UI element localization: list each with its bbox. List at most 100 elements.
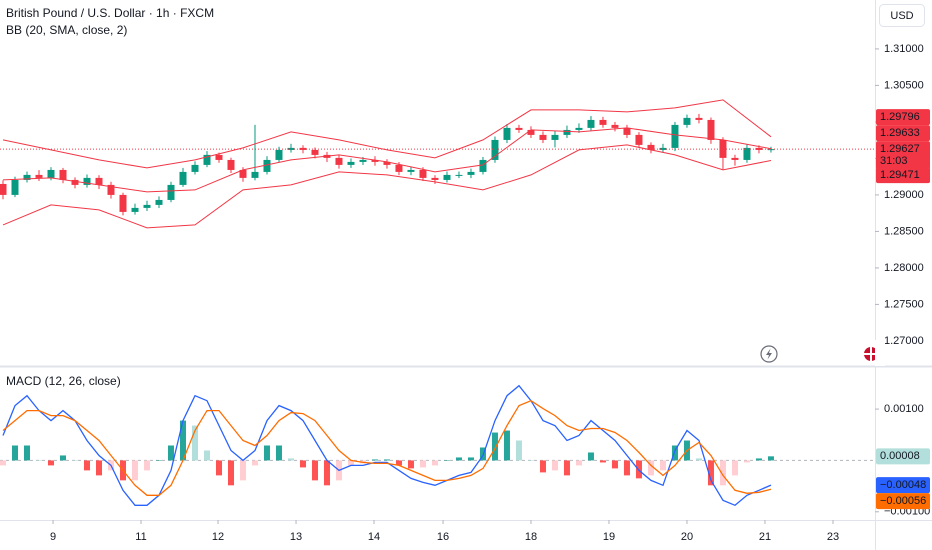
histogram-bar (503, 430, 510, 461)
candle-body (731, 157, 739, 160)
histogram-bar (383, 459, 390, 461)
histogram-bar (755, 458, 762, 461)
candle-body (635, 134, 643, 145)
y-tick-label: 1.27000 (884, 335, 924, 347)
y-tick-label: 1.31000 (884, 43, 924, 55)
x-tick-label: 12 (212, 531, 224, 543)
histogram-bar (131, 460, 138, 481)
countdown: 31:03 (880, 155, 908, 167)
upper-band-label: 1.29796 (880, 111, 920, 123)
lower-band-label-box (876, 167, 930, 184)
chart-title: British Pound / U.S. Dollar · 1h · FXCM (6, 6, 214, 20)
currency-button[interactable] (879, 4, 925, 27)
y-tick-label: 1.28000 (884, 262, 924, 274)
macd-line (2, 384, 772, 507)
candle-body (371, 159, 379, 162)
candle-body (299, 147, 307, 150)
candle-body (83, 177, 91, 185)
histogram-bar (0, 460, 6, 466)
flag-icon[interactable] (864, 340, 885, 366)
indicator-title: BB (20, SMA, close, 2) (6, 23, 127, 37)
candle-body (395, 164, 403, 172)
x-tick-label: 21 (759, 531, 771, 543)
histogram-bar (203, 450, 210, 461)
histogram-bar (743, 460, 750, 463)
histogram-bar (707, 460, 714, 486)
x-tick-label: 13 (290, 531, 302, 543)
candle-body (311, 149, 319, 155)
histogram-bar (611, 460, 618, 469)
candle-body (143, 204, 151, 208)
histogram-bar (587, 452, 594, 461)
candle-body (743, 147, 751, 160)
candle-body (695, 117, 703, 120)
candle-body (383, 161, 391, 165)
histogram-bar (263, 445, 270, 461)
histogram-bar (179, 420, 186, 461)
histogram-bar (167, 445, 174, 461)
histogram-bar (575, 460, 582, 466)
x-tick-label: 19 (603, 531, 615, 543)
middle-band-label-box (876, 125, 930, 142)
macd-pane (0, 384, 875, 507)
histogram-bar (311, 460, 318, 481)
histogram-bar (23, 445, 30, 461)
histogram-bar (251, 460, 258, 466)
candle-body (131, 207, 139, 212)
macd-line (2, 399, 772, 496)
candle-body (47, 169, 55, 178)
histogram-bar (347, 460, 354, 466)
histogram-bar (143, 460, 150, 471)
macd-label-box (876, 477, 930, 494)
candle-body (707, 119, 715, 140)
histogram-bar (767, 456, 774, 461)
axes: 1.310001.305001.300001.295001.290001.285… (50, 43, 930, 543)
candle-body (719, 139, 727, 158)
candle-body (167, 184, 175, 200)
candle-body (419, 169, 427, 178)
histogram-bar (695, 458, 702, 461)
lower-band-label: 1.29471 (880, 169, 920, 181)
candle-body (263, 159, 271, 172)
currency-label[interactable]: USD (890, 10, 913, 22)
y-tick-label: 1.28500 (884, 225, 924, 237)
candle-body (251, 171, 259, 178)
y-tick-label: 1.29000 (884, 189, 924, 201)
histogram-bar (47, 460, 54, 466)
candle-body (563, 129, 571, 135)
candle-body (59, 169, 67, 180)
histogram-bar (599, 460, 606, 463)
histogram-bar (299, 460, 306, 468)
candle-body (203, 154, 211, 165)
candle-body (335, 157, 343, 165)
histogram-bar (59, 455, 66, 461)
histogram-bar (419, 460, 426, 468)
histogram-bar (647, 460, 654, 476)
last-price-label: 1.29627 (880, 143, 920, 155)
candle-body (623, 127, 631, 135)
candle-body (119, 194, 127, 212)
histogram-bar (671, 445, 678, 461)
histogram-bar (11, 445, 18, 461)
histogram-bar (539, 460, 546, 473)
middle-band-label: 1.29633 (880, 127, 920, 139)
histogram-bar (371, 459, 378, 461)
candle-body (431, 177, 439, 180)
bollinger-band (2, 144, 772, 229)
candle-body (0, 183, 7, 195)
candle-body (467, 171, 475, 175)
histogram-bar (467, 457, 474, 461)
alert-icon[interactable] (760, 345, 778, 363)
histogram-bar (515, 440, 522, 461)
x-tick-label: 20 (681, 531, 693, 543)
candle-body (191, 164, 199, 172)
candle-body (359, 159, 367, 162)
candle-body (503, 127, 511, 140)
histogram-bar (623, 460, 630, 476)
candle-body (179, 171, 187, 185)
bollinger-band (2, 127, 772, 193)
histogram-bar (323, 460, 330, 486)
histogram-bar (719, 460, 726, 486)
macd-title: MACD (12, 26, close) (6, 374, 121, 388)
